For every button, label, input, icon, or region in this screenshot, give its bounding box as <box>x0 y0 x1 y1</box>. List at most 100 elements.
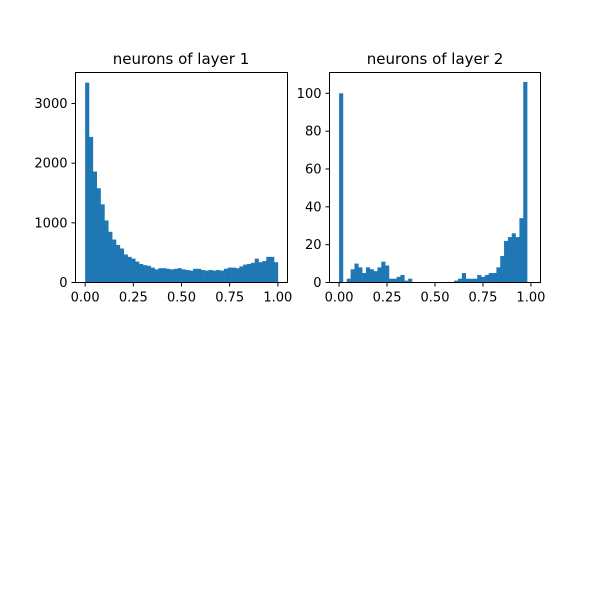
x-tick-label: 0.00 <box>71 291 100 306</box>
histogram-bar <box>169 269 175 283</box>
x-tick-label: 0.75 <box>215 291 244 306</box>
histogram-bar <box>127 256 132 283</box>
histogram-bar <box>477 274 482 283</box>
x-tick-label: 0.50 <box>167 291 196 306</box>
axes-frame <box>75 72 288 283</box>
x-tick-label: 0.25 <box>119 291 148 306</box>
histogram-bar <box>200 269 205 283</box>
histogram-bar <box>227 267 232 283</box>
x-tick-label: 0.00 <box>325 291 354 306</box>
histogram-bar <box>115 244 121 283</box>
histogram-bar <box>274 262 279 283</box>
y-tick-label: 100 <box>297 87 322 102</box>
histogram-bar <box>339 93 344 283</box>
histogram-bar <box>135 261 140 283</box>
histogram-bar <box>369 269 374 283</box>
histogram-bar <box>465 278 470 283</box>
histogram-bar <box>262 261 267 283</box>
x-axis-ticks: 0.00 0.25 0.50 0.75 1.00 <box>71 282 292 306</box>
histogram-bar <box>496 267 501 283</box>
histogram-bar <box>519 218 524 283</box>
histogram-bar <box>381 261 386 283</box>
histogram-bar <box>388 278 394 283</box>
histogram-bar <box>154 269 159 283</box>
histogram-bar <box>469 278 474 283</box>
bars <box>339 81 528 283</box>
histogram-bar <box>185 269 190 283</box>
y-tick-label: 20 <box>305 238 322 253</box>
histogram-bar <box>408 278 413 283</box>
histogram-bar <box>108 231 113 283</box>
x-tick-label: 0.50 <box>421 291 450 306</box>
histogram-bar <box>104 220 109 283</box>
histogram-bar <box>173 268 178 283</box>
histogram-bar <box>150 267 155 283</box>
histogram-bar <box>362 273 367 283</box>
histogram-bar <box>204 270 209 283</box>
histogram-bar <box>181 269 186 283</box>
chart-title: neurons of layer 1 <box>113 50 250 68</box>
y-tick-label: 3000 <box>34 97 67 112</box>
histogram-bar <box>112 239 117 283</box>
histogram-bar <box>196 268 202 283</box>
histogram-bar <box>162 268 167 283</box>
histogram-bar <box>119 248 124 283</box>
histogram-bar <box>484 274 490 283</box>
histogram-bar <box>377 267 382 283</box>
histogram-bar <box>131 258 136 283</box>
histogram-bar <box>350 269 355 283</box>
histogram-bar <box>220 270 225 283</box>
histogram-bar <box>270 256 275 283</box>
histogram-bar <box>507 237 513 283</box>
y-tick-label: 60 <box>305 162 322 177</box>
histogram-bar <box>166 268 171 283</box>
histogram-bar <box>146 265 151 283</box>
axes-frame <box>329 72 541 283</box>
histogram-bar <box>139 264 144 283</box>
bars <box>85 82 279 283</box>
histogram-bar <box>511 233 516 283</box>
histogram-bar <box>193 268 198 283</box>
histogram-bar <box>365 267 371 283</box>
histogram-bar <box>254 258 259 283</box>
histogram-bar <box>358 267 363 283</box>
histogram-bar <box>392 278 397 283</box>
histogram-bar <box>454 280 459 283</box>
y-axis-ticks: 0 20 40 60 80 100 <box>297 87 330 291</box>
x-tick-label: 0.75 <box>468 291 497 306</box>
histogram-bar <box>216 269 221 283</box>
histogram-bar <box>515 237 520 283</box>
histogram-bar <box>85 82 90 283</box>
x-axis-ticks: 0.00 0.25 0.50 0.75 1.00 <box>325 282 545 306</box>
histogram-bar <box>92 171 97 283</box>
histogram-bar <box>142 265 148 283</box>
histogram-bar <box>396 276 401 283</box>
y-tick-label: 1000 <box>34 216 67 231</box>
histogram-bar <box>346 278 351 283</box>
histogram-bar <box>266 256 271 283</box>
y-tick-label: 2000 <box>34 157 67 172</box>
y-tick-label: 0 <box>313 276 321 291</box>
histogram-bar <box>461 273 466 283</box>
histogram-bar <box>488 273 493 283</box>
histogram-bar <box>235 268 240 283</box>
histogram-bar <box>373 271 378 283</box>
histogram-bar <box>481 276 486 283</box>
histogram-bar <box>96 188 101 283</box>
x-tick-label: 1.00 <box>516 291 545 306</box>
histogram-bar <box>208 269 213 283</box>
histogram-bar <box>177 268 182 283</box>
histogram-bar <box>523 81 528 283</box>
histogram-bar <box>258 262 263 283</box>
histogram-bar <box>458 278 463 283</box>
histogram-bar <box>354 263 359 283</box>
histogram-bar <box>385 265 390 283</box>
histogram-bar <box>492 273 497 283</box>
histogram-bar <box>404 280 409 283</box>
histogram-bar <box>250 262 256 283</box>
y-axis-ticks: 0 1000 2000 3000 <box>34 97 76 291</box>
y-tick-label: 40 <box>305 200 322 215</box>
histogram-bar <box>88 136 94 283</box>
